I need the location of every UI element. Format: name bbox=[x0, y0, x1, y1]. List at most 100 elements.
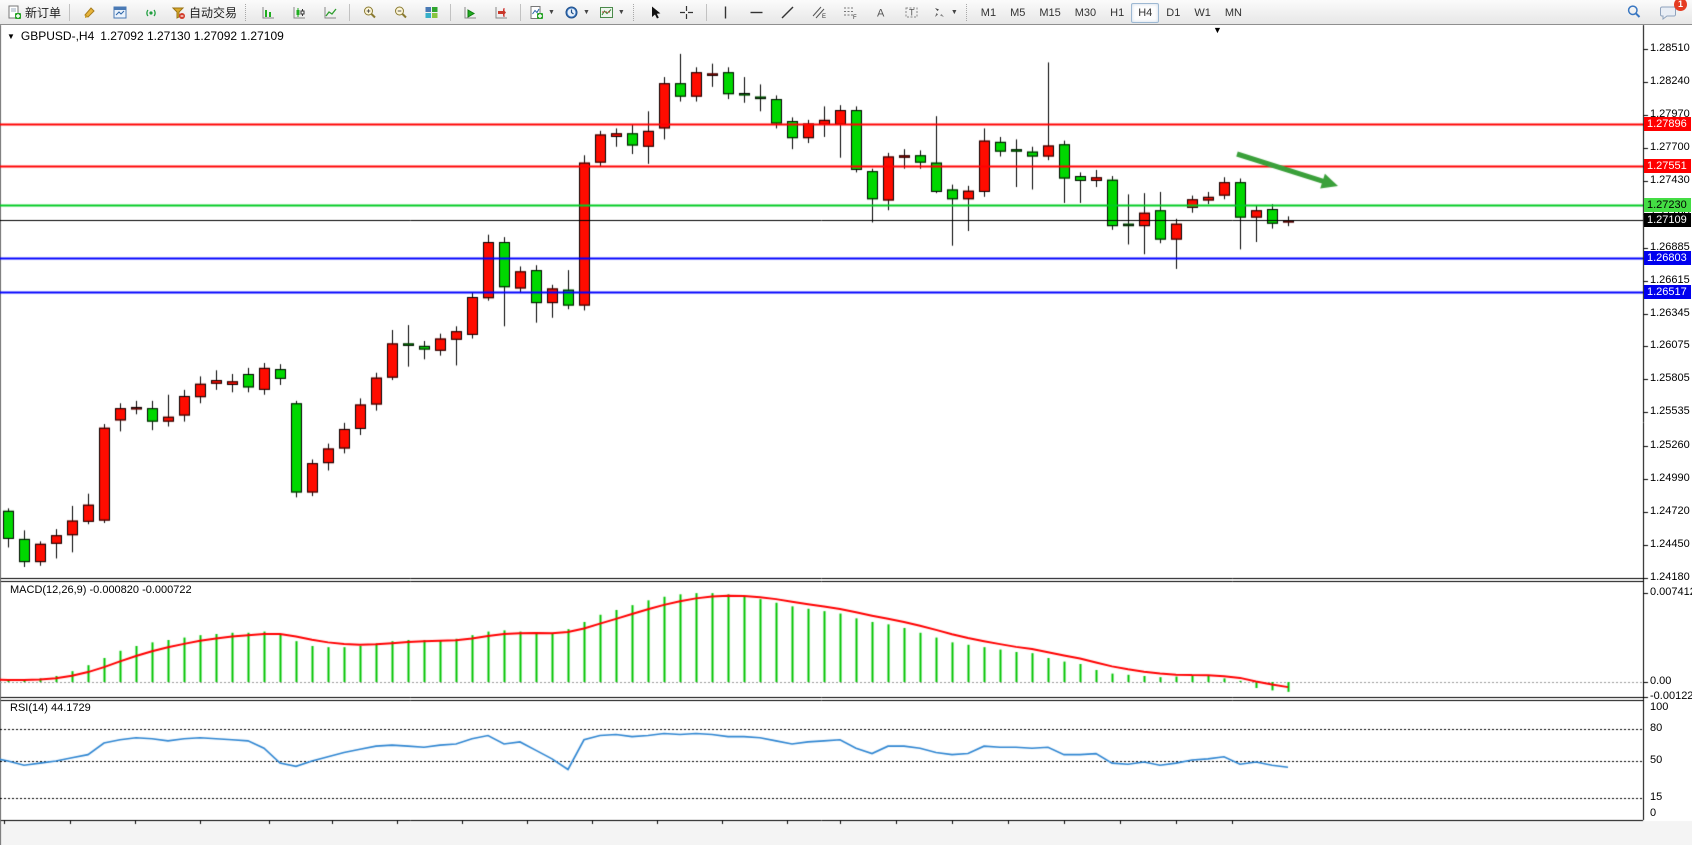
arrows-tool-button[interactable]: ▼ bbox=[928, 1, 962, 24]
marker-button[interactable] bbox=[74, 1, 104, 24]
text-label-icon: T bbox=[904, 5, 919, 20]
timeframe-h1[interactable]: H1 bbox=[1110, 7, 1125, 19]
crosshair-icon bbox=[679, 5, 694, 20]
chart-window-button[interactable] bbox=[105, 1, 135, 24]
bar-chart-icon bbox=[261, 5, 276, 20]
timeframe-m5[interactable]: M5 bbox=[1010, 7, 1026, 19]
price-axis-tick: 1.26885 bbox=[1650, 241, 1690, 253]
signal-button[interactable] bbox=[136, 1, 166, 24]
arrows-tool-icon bbox=[932, 5, 947, 20]
horizontal-line-icon bbox=[749, 5, 764, 20]
timeframe-d1[interactable]: D1 bbox=[1166, 7, 1181, 19]
toolbar-grip bbox=[632, 3, 637, 21]
chart-ohlc-values: 1.27092 1.27130 1.27092 1.27109 bbox=[100, 29, 284, 43]
timeframe-m1[interactable]: M1 bbox=[980, 7, 997, 19]
zoom-out-icon bbox=[393, 5, 408, 20]
svg-text:E: E bbox=[822, 14, 826, 20]
toolbar-grip bbox=[965, 3, 970, 21]
toolbar-grip bbox=[245, 3, 249, 21]
autotrade-icon bbox=[171, 5, 186, 20]
price-axis-tick: 1.26615 bbox=[1650, 274, 1690, 286]
current-price-badge: 1.27109 bbox=[1644, 213, 1691, 227]
bar-chart-button[interactable] bbox=[253, 1, 283, 24]
price-axis-tick: 1.28240 bbox=[1650, 75, 1690, 87]
price-axis-tick: 1.28510 bbox=[1650, 42, 1690, 54]
zoom-in-button[interactable] bbox=[354, 1, 384, 24]
rsi-value: 44.1729 bbox=[50, 702, 91, 714]
price-axis-tick: 1.24450 bbox=[1650, 538, 1690, 550]
timeframe-h4[interactable]: H4 bbox=[1131, 3, 1160, 23]
chart-shift-button[interactable] bbox=[486, 1, 516, 24]
timeframe-m15[interactable]: M15 bbox=[1039, 7, 1061, 19]
macd-indicator-label: MACD(12,26,9) -0.000820 -0.000722 bbox=[10, 584, 192, 596]
equidistant-channel-tool-button[interactable]: E bbox=[804, 1, 834, 24]
periods-clock-icon bbox=[564, 5, 579, 20]
price-axis-tick: 1.25535 bbox=[1650, 405, 1690, 417]
line-chart-button[interactable] bbox=[315, 1, 345, 24]
timeframe-toolbar: M1 M5 M15 M30 H1 H4 D1 W1 MN bbox=[974, 3, 1249, 23]
rsi-axis-tick: 80 bbox=[1650, 722, 1663, 734]
cursor-button[interactable] bbox=[641, 1, 671, 24]
text-label-tool-button[interactable]: T bbox=[897, 1, 927, 24]
search-icon bbox=[1626, 4, 1642, 20]
svg-text:A: A bbox=[877, 7, 885, 19]
notifications-button[interactable]: 1 bbox=[1653, 0, 1687, 24]
rsi-name: RSI(14) bbox=[10, 702, 48, 714]
price-axis-tick: 1.24720 bbox=[1650, 505, 1690, 517]
templates-button[interactable]: ▼ bbox=[595, 1, 629, 24]
notification-badge: 1 bbox=[1674, 0, 1687, 11]
arrows-dropdown-caret[interactable]: ▼ bbox=[950, 8, 958, 16]
new-order-button[interactable]: 新订单 bbox=[3, 1, 65, 24]
text-tool-button[interactable]: A bbox=[866, 1, 896, 24]
timeframe-w1[interactable]: W1 bbox=[1194, 7, 1211, 19]
horizontal-line-tool-button[interactable] bbox=[742, 1, 772, 24]
chart-title-collapse-icon[interactable]: ▼ bbox=[7, 31, 15, 41]
indicators-icon bbox=[529, 5, 544, 20]
svg-text:F: F bbox=[853, 15, 857, 20]
toolbar-separator bbox=[349, 3, 351, 21]
marker-icon bbox=[82, 5, 97, 20]
candlestick-chart-icon bbox=[292, 5, 307, 20]
periods-dropdown-caret[interactable]: ▼ bbox=[582, 8, 590, 16]
rsi-axis-tick: 100 bbox=[1650, 701, 1669, 713]
price-axis-tick: 1.24990 bbox=[1650, 472, 1690, 484]
candlestick-chart-button[interactable] bbox=[284, 1, 314, 24]
price-axis-tick: 1.24180 bbox=[1650, 571, 1690, 583]
zoom-in-icon bbox=[362, 5, 377, 20]
fibonacci-icon: F bbox=[842, 5, 858, 20]
trendline-tool-button[interactable] bbox=[773, 1, 803, 24]
price-axis-tick: 1.27430 bbox=[1650, 174, 1690, 186]
rsi-axis-tick: 15 bbox=[1650, 791, 1663, 803]
macd-values: -0.000820 -0.000722 bbox=[89, 584, 192, 596]
tile-windows-button[interactable] bbox=[416, 1, 446, 24]
auto-scroll-button[interactable] bbox=[455, 1, 485, 24]
crosshair-button[interactable] bbox=[672, 1, 702, 24]
line-chart-icon bbox=[323, 5, 338, 20]
zoom-out-button[interactable] bbox=[385, 1, 415, 24]
templates-dropdown-caret[interactable]: ▼ bbox=[617, 8, 625, 16]
indicators-dropdown-caret[interactable]: ▼ bbox=[548, 8, 555, 16]
price-level-badge: 1.27230 bbox=[1644, 198, 1691, 212]
chart-shift-marker[interactable]: ▼ bbox=[1213, 25, 1222, 35]
autotrade-button[interactable]: 自动交易 bbox=[167, 1, 241, 24]
new-order-label: 新订单 bbox=[25, 5, 62, 20]
rsi-axis-tick: 0 bbox=[1650, 807, 1657, 819]
rsi-axis-tick: 50 bbox=[1650, 754, 1663, 766]
svg-text:T: T bbox=[909, 7, 915, 17]
rsi-indicator-label: RSI(14) 44.1729 bbox=[10, 702, 91, 714]
search-button[interactable] bbox=[1619, 1, 1649, 24]
indicators-button[interactable]: ▼ bbox=[525, 1, 559, 24]
timeframe-mn[interactable]: MN bbox=[1224, 7, 1242, 19]
price-level-badge: 1.27551 bbox=[1644, 159, 1691, 173]
toolbar-right-group: 1 bbox=[1619, 0, 1689, 24]
tile-windows-icon bbox=[424, 5, 439, 20]
fibonacci-tool-button[interactable]: F bbox=[835, 1, 865, 24]
timeframe-m30[interactable]: M30 bbox=[1074, 7, 1097, 19]
vertical-line-tool-button[interactable] bbox=[711, 1, 741, 24]
macd-name: MACD(12,26,9) bbox=[10, 584, 87, 596]
cursor-icon bbox=[648, 5, 663, 20]
periods-button[interactable]: ▼ bbox=[560, 1, 594, 24]
autotrade-label: 自动交易 bbox=[189, 5, 238, 20]
